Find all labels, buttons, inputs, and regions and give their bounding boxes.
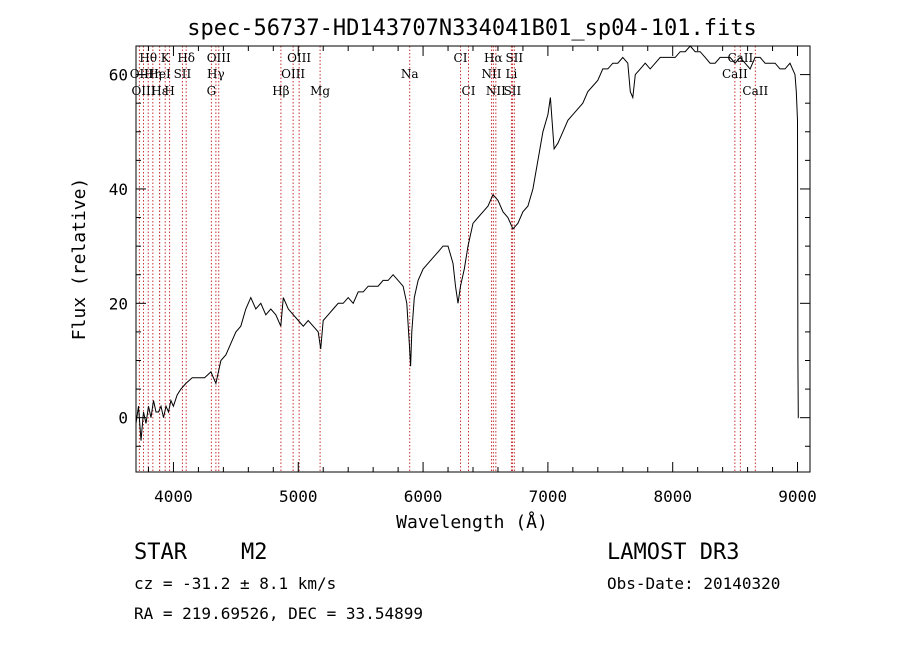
chart-title: spec-56737-HD143707N334041B01_sp04-101.f… xyxy=(187,16,757,41)
x-tick-label: 7000 xyxy=(529,487,568,506)
line-label-1: K xyxy=(161,51,171,65)
x-tick-label: 6000 xyxy=(404,487,443,506)
line-label-13: Hγ xyxy=(207,67,225,81)
survey-name: LAMOST DR3 xyxy=(607,540,740,565)
line-label-21: H xyxy=(164,84,174,98)
line-label-24: Mg xyxy=(310,84,330,98)
line-label-28: CaII xyxy=(742,84,768,98)
line-label-22: G xyxy=(207,84,217,98)
line-label-10: Hη xyxy=(144,67,162,81)
y-axis-label: Flux (relative) xyxy=(69,178,90,341)
line-label-4: OIII xyxy=(287,51,311,65)
line-label-15: Na xyxy=(401,67,419,81)
x-tick-label: 8000 xyxy=(653,487,692,506)
spectrum-line xyxy=(135,45,799,441)
line-label-14: OIII xyxy=(281,67,305,81)
line-label-19: OIII xyxy=(131,84,155,98)
x-tick-label: 5000 xyxy=(279,487,318,506)
line-label-7: SII xyxy=(505,51,523,65)
line-label-16: NII xyxy=(481,67,501,81)
y-tick-label: 20 xyxy=(109,294,128,313)
line-label-26: NII xyxy=(486,84,506,98)
line-label-25: CI xyxy=(462,84,476,98)
coordinates-text: RA = 219.69526, DEC = 33.54899 xyxy=(134,604,423,623)
line-label-9: OII xyxy=(130,67,150,81)
x-axis-ticks: 4000 5000 6000 7000 8000 9000 xyxy=(147,46,817,506)
line-label-17: Li xyxy=(506,67,518,81)
y-axis-ticks: 0 20 40 60 xyxy=(109,66,810,447)
line-label-18: CaII xyxy=(722,67,748,81)
line-label-12: SII xyxy=(174,67,192,81)
line-label-11: HeI xyxy=(148,67,171,81)
line-label-5: CI xyxy=(454,51,468,65)
line-label-6: Hα xyxy=(484,51,503,65)
redshift-text: cz = -31.2 ± 8.1 km/s xyxy=(134,574,337,593)
line-label-27: SII xyxy=(504,84,522,98)
x-tick-label: 4000 xyxy=(154,487,193,506)
y-tick-label: 60 xyxy=(109,66,128,85)
x-tick-label: 9000 xyxy=(778,487,817,506)
line-label-20: Hε xyxy=(151,84,168,98)
object-type: STAR xyxy=(134,540,187,565)
observation-date: Obs-Date: 20140320 xyxy=(607,574,781,593)
line-label-0: Hθ xyxy=(139,51,157,65)
line-label-2: Hδ xyxy=(177,51,195,65)
spectral-subclass: M2 xyxy=(241,540,268,565)
emission-line-markers xyxy=(138,46,756,472)
x-axis-label: Wavelength (Å) xyxy=(396,511,548,533)
y-tick-label: 0 xyxy=(118,409,128,428)
plot-frame xyxy=(135,45,811,473)
y-tick-label: 40 xyxy=(109,180,128,199)
line-label-23: Hβ xyxy=(272,84,289,98)
line-label-3: OIII xyxy=(207,51,231,65)
